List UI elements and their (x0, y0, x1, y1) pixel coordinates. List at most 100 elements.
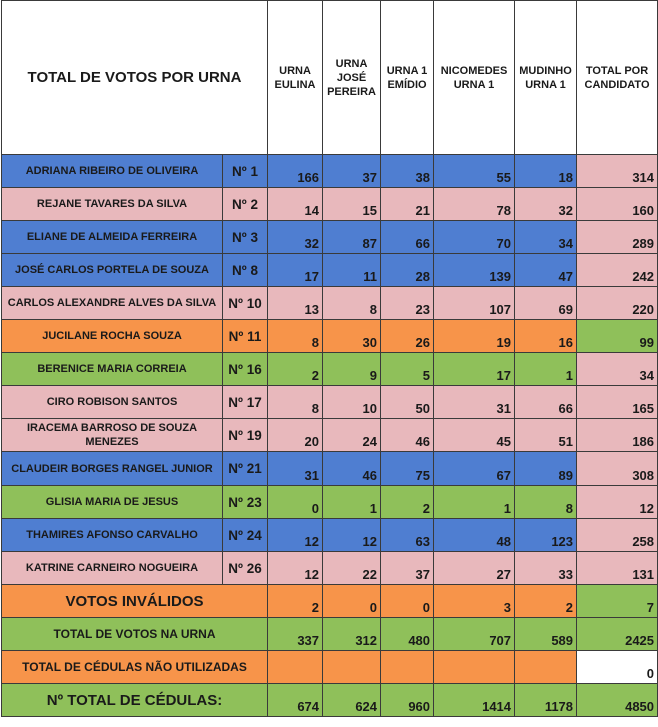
table-cell: 289 (576, 220, 658, 254)
candidate-row: JOSÉ CARLOS PORTELA DE SOUZA Nº 8 17 11 28 13… (1, 253, 658, 287)
candidate-number: Nº 10 (221, 286, 269, 320)
row-label: TOTAL DE CÉDULAS NÃO UTILIZADAS (0, 650, 269, 684)
candidate-name: CIRO ROBISON SANTOS (1, 385, 223, 419)
table-cell: 8 (267, 319, 324, 353)
table-cell: 0 (267, 485, 324, 519)
table-cell: 46 (322, 451, 382, 486)
table-cell: 9 (322, 352, 382, 386)
candidate-name: CLAUDEIR BORGES RANGEL JUNIOR (1, 451, 223, 486)
table-cell: 14 (267, 187, 324, 221)
candidate-name: THAMIRES AFONSO CARVALHO (1, 518, 223, 552)
candidate-number: Nº 19 (221, 418, 269, 452)
table-cell: 48 (433, 518, 516, 552)
column-header: URNA JOSÉ PEREIRA (322, 0, 382, 155)
table-cell: 37 (322, 154, 382, 188)
table-cell: 4850 (576, 683, 658, 717)
table-cell (433, 650, 516, 684)
unused-ballots-row: TOTAL DE CÉDULAS NÃO UTILIZADAS 0 (0, 650, 658, 684)
candidate-name: CARLOS ALEXANDRE ALVES DA SILVA (1, 286, 223, 320)
candidate-name: ADRIANA RIBEIRO DE OLIVEIRA (1, 154, 223, 188)
candidate-name: ELIANE DE ALMEIDA FERREIRA (1, 220, 223, 254)
table-cell: 32 (267, 220, 324, 254)
table-cell: 139 (433, 253, 516, 287)
column-header: NICOMEDES URNA 1 (433, 0, 516, 155)
table-cell: 337 (267, 617, 324, 651)
table-cell: 308 (576, 451, 658, 486)
table-cell: 17 (433, 352, 516, 386)
table-cell: 480 (380, 617, 435, 651)
table-cell: 0 (322, 584, 382, 618)
table-cell: 12 (322, 518, 382, 552)
table-cell: 63 (380, 518, 435, 552)
candidate-number: Nº 24 (221, 518, 269, 552)
table-cell: 12 (576, 485, 658, 519)
table-cell: 242 (576, 253, 658, 287)
table-cell: 99 (576, 319, 658, 353)
table-cell: 89 (514, 451, 578, 486)
candidate-rows: ADRIANA RIBEIRO DE OLIVEIRA Nº 1 166 37 38 55… (1, 154, 658, 585)
candidate-number: Nº 16 (221, 352, 269, 386)
table-cell: 674 (267, 683, 324, 717)
table-cell: 2 (514, 584, 578, 618)
candidate-number: Nº 8 (221, 253, 269, 287)
table-cell: 51 (514, 418, 578, 452)
candidate-row: ELIANE DE ALMEIDA FERREIRA Nº 3 32 87 66 70 34… (1, 220, 658, 254)
column-header: URNA EULINA (267, 0, 324, 155)
candidate-name: JUCILANE ROCHA SOUZA (1, 319, 223, 353)
table-cell: 75 (380, 451, 435, 486)
candidate-number: Nº 11 (221, 319, 269, 353)
candidate-name: GLISIA MARIA DE JESUS (1, 485, 223, 519)
total-votes-row: TOTAL DE VOTOS NA URNA 337 312 480 707 5… (0, 617, 658, 651)
table-cell: 707 (433, 617, 516, 651)
table-cell: 34 (576, 352, 658, 386)
candidate-row: BERENICE MARIA CORREIA Nº 16 2 9 5 17 1 34 (1, 352, 658, 386)
table-cell: 23 (380, 286, 435, 320)
table-cell: 960 (380, 683, 435, 717)
candidate-row: CARLOS ALEXANDRE ALVES DA SILVA Nº 10 13 8 2… (1, 286, 658, 320)
table-cell: 19 (433, 319, 516, 353)
table-cell: 589 (514, 617, 578, 651)
table-cell: 21 (380, 187, 435, 221)
candidate-row: THAMIRES AFONSO CARVALHO Nº 24 12 12 63 48 123… (1, 518, 658, 552)
table-cell: 15 (322, 187, 382, 221)
table-cell: 258 (576, 518, 658, 552)
table-cell: 69 (514, 286, 578, 320)
table-cell: 13 (267, 286, 324, 320)
table-cell: 314 (576, 154, 658, 188)
table-cell: 38 (380, 154, 435, 188)
row-label: Nº TOTAL DE CÉDULAS: (0, 683, 269, 717)
candidate-number: Nº 21 (221, 451, 269, 486)
table-cell: 32 (514, 187, 578, 221)
candidate-number: Nº 23 (221, 485, 269, 519)
table-cell: 12 (267, 551, 324, 585)
table-cell: 186 (576, 418, 658, 452)
column-header: TOTAL POR CANDIDATO (576, 0, 658, 155)
table-cell: 87 (322, 220, 382, 254)
table-cell: 24 (322, 418, 382, 452)
table-cell: 46 (380, 418, 435, 452)
candidate-number: Nº 17 (221, 385, 269, 419)
table-cell: 70 (433, 220, 516, 254)
candidate-name: BERENICE MARIA CORREIA (1, 352, 223, 386)
table-cell: 2 (267, 584, 324, 618)
candidate-row: CLAUDEIR BORGES RANGEL JUNIOR Nº 21 31 46 75… (1, 451, 658, 486)
table-cell: 123 (514, 518, 578, 552)
total-ballots-row: Nº TOTAL DE CÉDULAS: 674 624 960 1414 11… (0, 683, 658, 717)
table-cell: 1414 (433, 683, 516, 717)
table-cell: 11 (322, 253, 382, 287)
table-cell (267, 650, 324, 684)
table-cell: 624 (322, 683, 382, 717)
table-cell: 50 (380, 385, 435, 419)
candidate-row: GLISIA MARIA DE JESUS Nº 23 0 1 2 1 8 12 (1, 485, 658, 519)
table-cell: 18 (514, 154, 578, 188)
table-cell: 160 (576, 187, 658, 221)
table-cell: 31 (433, 385, 516, 419)
table-cell: 37 (380, 551, 435, 585)
header-row: TOTAL DE VOTOS POR URNA URNA EULINA URNA… (0, 0, 658, 155)
candidate-row: KATRINE CARNEIRO NOGUEIRA Nº 26 12 22 37 27 33… (1, 551, 658, 585)
table-cell: 8 (514, 485, 578, 519)
table-cell: 20 (267, 418, 324, 452)
table-cell: 2 (380, 485, 435, 519)
table-cell: 31 (267, 451, 324, 486)
